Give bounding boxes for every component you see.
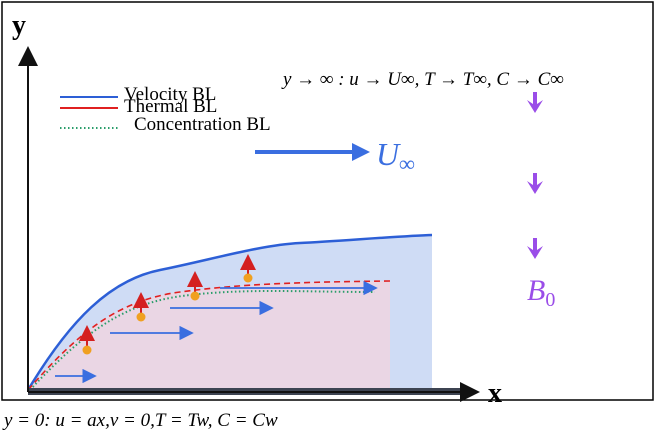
particle — [137, 313, 146, 322]
subscript: 0 — [545, 289, 555, 311]
field-arrow — [527, 238, 543, 259]
y-label: y — [12, 10, 26, 41]
field-arrow — [527, 92, 543, 113]
free-stream-label: U∞ — [376, 136, 415, 176]
x-label: x — [488, 378, 502, 409]
magnetic-arrows — [527, 92, 543, 259]
field-arrow — [527, 173, 543, 194]
symbol: B — [527, 274, 545, 307]
thermal-region — [28, 281, 390, 390]
magnetic-label: B0 — [527, 274, 555, 311]
particle — [191, 292, 200, 301]
caption: y = 0: u = ax,v = 0,T = Tw, C = Cw — [2, 410, 278, 431]
particle — [83, 346, 92, 355]
page: y x Velocity BL Thermal BL Concentration… — [0, 0, 656, 438]
symbol: U — [376, 136, 401, 172]
legend-label: Concentration BL — [134, 114, 271, 135]
diagram: y x Velocity BL Thermal BL Concentration… — [0, 0, 656, 438]
far-field-condition: y → ∞ : u → U∞, T → T∞, C → C∞ — [281, 69, 564, 90]
subscript: ∞ — [399, 151, 415, 176]
particle — [244, 274, 253, 283]
arrow-head — [352, 143, 370, 161]
